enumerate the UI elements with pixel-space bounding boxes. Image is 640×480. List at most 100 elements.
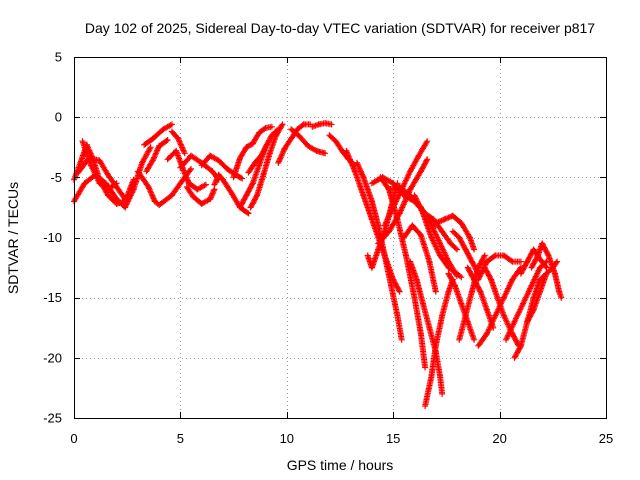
series-arc-06: [141, 121, 175, 148]
series-arc-09: [168, 128, 188, 157]
series-arc-29: [375, 156, 431, 247]
data-point: [299, 122, 306, 129]
x-tick-label: 5: [177, 431, 184, 446]
data-point: [471, 336, 478, 343]
data-point: [202, 181, 209, 188]
chart-title: Day 102 of 2025, Sidereal Day-to-day VTE…: [85, 20, 595, 36]
y-tick-label: -15: [43, 290, 62, 305]
x-tick-label: 0: [70, 431, 77, 446]
series-arc-47: [517, 246, 550, 277]
data-point: [262, 144, 269, 151]
data-point: [439, 390, 446, 397]
data-point: [554, 258, 561, 265]
data-point: [188, 165, 194, 172]
series-arc-40: [475, 252, 524, 283]
y-axis-label: SDTVAR / TECUs: [5, 182, 21, 294]
data-point: [521, 263, 528, 270]
data-point: [126, 193, 133, 200]
y-tick-label: 5: [55, 50, 62, 65]
data-point: [395, 287, 402, 294]
series-arc-12: [198, 152, 246, 182]
data-point: [398, 336, 405, 343]
data-point: [424, 138, 431, 145]
series-arc-32: [407, 258, 446, 397]
data-point: [481, 252, 488, 259]
y-tick-label: -25: [43, 411, 62, 426]
data-point: [322, 150, 329, 157]
data-point: [168, 121, 175, 128]
grid: [74, 57, 606, 418]
data-point: [529, 308, 536, 314]
series-arc-28: [381, 138, 431, 229]
series-arc-41: [481, 264, 522, 349]
data-point: [130, 176, 137, 183]
data-point: [279, 121, 286, 128]
data-point: [245, 210, 252, 217]
y-tick-label: -20: [43, 350, 62, 365]
data-point: [487, 275, 494, 282]
data-point: [543, 264, 550, 271]
data-point: [237, 174, 244, 181]
data-point: [261, 126, 268, 132]
data-point: [491, 253, 498, 260]
series-arc-35: [432, 212, 478, 253]
data-point: [423, 157, 430, 164]
data-point: [328, 121, 335, 128]
data-point: [424, 156, 431, 163]
data-point: [422, 364, 429, 371]
data-point: [525, 255, 532, 262]
data-point: [558, 294, 565, 301]
series-arc-04: [79, 138, 120, 193]
series-arc-42: [475, 264, 524, 349]
x-tick-label: 10: [280, 431, 294, 446]
data-point: [454, 246, 460, 253]
data-point: [471, 246, 478, 253]
data-point: [278, 122, 285, 129]
data-point: [517, 258, 524, 265]
series-arc-15: [237, 126, 282, 211]
x-tick-label: 20: [492, 431, 506, 446]
series-arc-05: [134, 165, 194, 208]
data-point: [508, 257, 515, 264]
data-point: [244, 209, 251, 216]
data-point: [452, 245, 459, 252]
data-point: [451, 281, 458, 288]
data-point: [253, 193, 260, 200]
data-point: [147, 144, 154, 151]
y-tick-label: -10: [43, 230, 62, 245]
series-arc-07: [143, 137, 171, 175]
series-arc-19: [288, 126, 329, 157]
y-tick-label: -5: [50, 170, 62, 185]
data-point: [181, 150, 188, 157]
series-arc-31: [411, 192, 465, 281]
series-arc-46: [528, 240, 565, 301]
data-point: [164, 137, 171, 143]
x-axis-label: GPS time / hours: [287, 457, 394, 473]
data-point: [458, 274, 465, 281]
axis-ticks: 0 5 10 15 20 25 5 0 -5 -10 -15 -20 -25: [43, 50, 613, 447]
series-arc-16: [245, 144, 269, 176]
data-series: [71, 120, 565, 409]
series-arc-30: [400, 222, 439, 295]
data-point: [396, 288, 403, 295]
series-arc-14: [230, 123, 275, 181]
data-point: [526, 314, 533, 321]
data-point: [187, 167, 194, 174]
data-point: [432, 288, 439, 295]
series-arc-25: [377, 174, 429, 371]
data-point: [542, 247, 549, 254]
data-point: [517, 270, 524, 277]
data-point: [239, 175, 246, 182]
data-point: [112, 181, 119, 188]
data-point: [542, 263, 549, 270]
data-point: [476, 287, 483, 294]
series-arc-17: [247, 121, 286, 211]
data-point: [517, 344, 524, 351]
data-point: [113, 180, 120, 187]
data-point: [512, 353, 519, 360]
y-tick-label: 0: [55, 110, 62, 125]
series-arc-10: [183, 184, 218, 207]
x-tick-label: 25: [599, 431, 613, 446]
x-tick-label: 15: [386, 431, 400, 446]
